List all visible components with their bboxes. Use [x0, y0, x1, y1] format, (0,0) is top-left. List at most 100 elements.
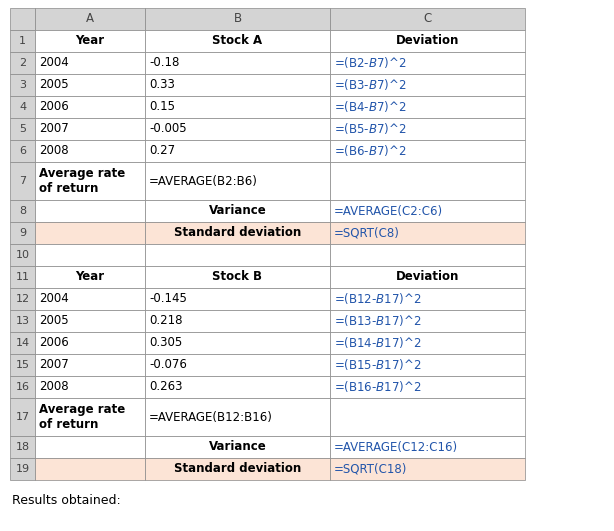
Text: 2006: 2006 [39, 100, 69, 114]
Bar [35, 436, 145, 458]
Text: =(B3-$B$7)^2: =(B3-$B$7)^2 [334, 78, 406, 92]
Text: 7: 7 [19, 176, 26, 186]
Text: Variance: Variance [209, 204, 266, 218]
Text: 2007: 2007 [39, 358, 69, 372]
Bar [145, 162, 330, 200]
Bar [35, 74, 145, 96]
Bar [330, 354, 525, 376]
Bar [35, 332, 145, 354]
Bar [10, 96, 35, 118]
Text: 6: 6 [19, 146, 26, 156]
Text: 2007: 2007 [39, 123, 69, 135]
Text: 10: 10 [15, 250, 29, 260]
Text: 0.305: 0.305 [149, 337, 182, 349]
Text: =(B6-$B$7)^2: =(B6-$B$7)^2 [334, 143, 406, 158]
Bar [10, 458, 35, 480]
Text: 2: 2 [19, 58, 26, 68]
Bar [330, 30, 525, 52]
Text: 14: 14 [15, 338, 29, 348]
Text: =AVERAGE(B2:B6): =AVERAGE(B2:B6) [149, 175, 258, 187]
Bar [10, 398, 35, 436]
Text: 0.27: 0.27 [149, 144, 175, 158]
Bar [35, 458, 145, 480]
Bar [35, 376, 145, 398]
Bar [330, 398, 525, 436]
Text: -0.076: -0.076 [149, 358, 187, 372]
Bar [330, 118, 525, 140]
Bar [145, 30, 330, 52]
Text: =AVERAGE(C12:C16): =AVERAGE(C12:C16) [334, 441, 458, 453]
Text: 8: 8 [19, 206, 26, 216]
Bar [145, 200, 330, 222]
Text: C: C [424, 13, 432, 25]
Bar [330, 162, 525, 200]
Bar [10, 436, 35, 458]
Text: B: B [233, 13, 241, 25]
Text: 2008: 2008 [39, 144, 69, 158]
Bar [145, 376, 330, 398]
Text: =AVERAGE(B12:B16): =AVERAGE(B12:B16) [149, 410, 273, 424]
Bar [10, 140, 35, 162]
Text: Variance: Variance [209, 441, 266, 453]
Bar [145, 96, 330, 118]
Bar [35, 354, 145, 376]
Text: 2005: 2005 [39, 314, 69, 328]
Text: 2008: 2008 [39, 381, 69, 393]
Bar [10, 200, 35, 222]
Bar [145, 332, 330, 354]
Text: Standard deviation: Standard deviation [174, 227, 301, 239]
Bar [145, 140, 330, 162]
Text: Year: Year [76, 35, 104, 47]
Bar [145, 74, 330, 96]
Bar [10, 222, 35, 244]
Bar [145, 266, 330, 288]
Bar [35, 118, 145, 140]
Text: 5: 5 [19, 124, 26, 134]
Bar [330, 244, 525, 266]
Bar [10, 30, 35, 52]
Bar [10, 332, 35, 354]
Text: =(B2-$B$7)^2: =(B2-$B$7)^2 [334, 56, 406, 71]
Text: Results obtained:: Results obtained: [12, 494, 121, 507]
Text: 13: 13 [15, 316, 29, 326]
Text: 2004: 2004 [39, 293, 69, 305]
Text: Year: Year [76, 270, 104, 284]
Text: Deviation: Deviation [396, 35, 459, 47]
Bar [330, 458, 525, 480]
Bar [35, 398, 145, 436]
Bar [35, 8, 145, 30]
Text: -0.18: -0.18 [149, 56, 179, 70]
Bar [330, 8, 525, 30]
Text: =SQRT(C8): =SQRT(C8) [334, 227, 400, 239]
Text: Stock B: Stock B [212, 270, 263, 284]
Bar [145, 118, 330, 140]
Text: =AVERAGE(C2:C6): =AVERAGE(C2:C6) [334, 204, 443, 218]
Text: -0.005: -0.005 [149, 123, 187, 135]
Bar [145, 436, 330, 458]
Bar [35, 140, 145, 162]
Bar [145, 354, 330, 376]
Text: 3: 3 [19, 80, 26, 90]
Bar [330, 266, 525, 288]
Bar [10, 52, 35, 74]
Text: 2005: 2005 [39, 79, 69, 91]
Text: 18: 18 [15, 442, 29, 452]
Bar [330, 436, 525, 458]
Text: Standard deviation: Standard deviation [174, 463, 301, 475]
Bar [10, 288, 35, 310]
Text: 0.15: 0.15 [149, 100, 175, 114]
Bar [10, 266, 35, 288]
Bar [330, 96, 525, 118]
Text: Deviation: Deviation [396, 270, 459, 284]
Text: =SQRT(C18): =SQRT(C18) [334, 463, 407, 475]
Text: 2004: 2004 [39, 56, 69, 70]
Text: 19: 19 [15, 464, 29, 474]
Bar [330, 376, 525, 398]
Bar [35, 222, 145, 244]
Bar [35, 162, 145, 200]
Text: =(B14-$B$17)^2: =(B14-$B$17)^2 [334, 336, 421, 350]
Bar [145, 52, 330, 74]
Bar [10, 376, 35, 398]
Bar [35, 52, 145, 74]
Bar [330, 74, 525, 96]
